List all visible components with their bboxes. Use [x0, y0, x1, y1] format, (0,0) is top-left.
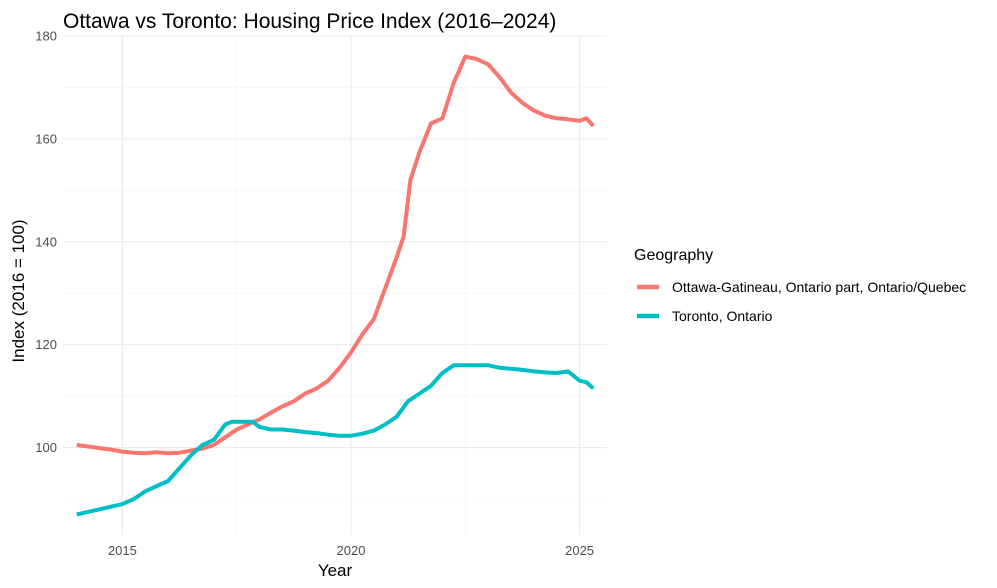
y-tick-label: 100 [35, 440, 57, 455]
x-tick-label: 2025 [565, 543, 594, 558]
y-axis-title: Index (2016 = 100) [9, 219, 28, 362]
y-tick-label: 160 [35, 131, 57, 146]
x-axis-title: Year [318, 561, 353, 580]
y-tick-label: 180 [35, 29, 57, 44]
legend: Geography Ottawa-Gatineau, Ontario part,… [634, 247, 966, 324]
series-line-toronto [76, 363, 595, 517]
y-tick-label: 140 [35, 234, 57, 249]
legend-label-ottawa: Ottawa-Gatineau, Ontario part, Ontario/Q… [672, 279, 966, 295]
plot-panel: 100 120 140 160 180 2015 2020 2025 [35, 29, 607, 558]
x-tick-label: 2015 [108, 543, 137, 558]
y-tick-label: 120 [35, 337, 57, 352]
x-tick-label: 2020 [337, 543, 366, 558]
legend-title: Geography [634, 247, 713, 264]
chart-title: Ottawa vs Toronto: Housing Price Index (… [63, 10, 556, 33]
series-line-ottawa [76, 54, 595, 456]
legend-label-toronto: Toronto, Ontario [672, 308, 773, 324]
